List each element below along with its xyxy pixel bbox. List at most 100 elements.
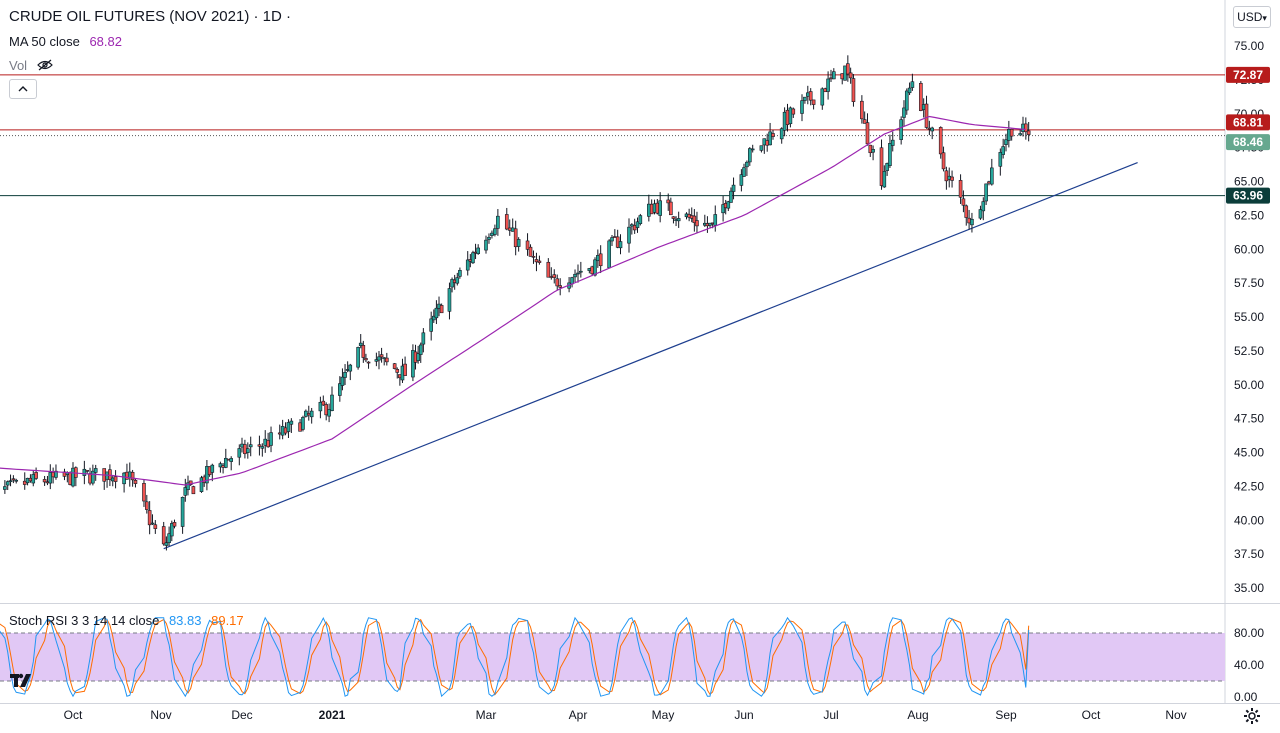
candle-body <box>504 214 509 230</box>
candle-body <box>692 215 697 224</box>
candle-body <box>1009 128 1014 137</box>
candle-body <box>919 82 923 111</box>
time-axis-label: Nov <box>1165 708 1186 722</box>
candle-body <box>638 215 643 224</box>
candle-body <box>750 148 755 151</box>
candle-body <box>759 145 764 151</box>
candle-body <box>484 239 488 251</box>
candle-body <box>610 237 614 242</box>
currency-selector[interactable]: USD▾ <box>1233 6 1271 28</box>
candle-body <box>879 147 884 186</box>
candle-body <box>745 161 749 168</box>
vol-legend: Vol <box>9 58 53 74</box>
candle-body <box>742 167 746 177</box>
candle-body <box>868 144 873 154</box>
candle-body <box>528 246 533 257</box>
candle-body <box>450 279 454 288</box>
candle-body <box>950 176 954 181</box>
time-axis-label: May <box>652 708 675 722</box>
candle-body <box>289 420 294 425</box>
candle-body <box>811 99 816 105</box>
price-tick-label: 37.50 <box>1234 547 1264 561</box>
candle-body <box>248 444 253 448</box>
chart-title: CRUDE OIL FUTURES (NOV 2021) · 1D · <box>9 8 291 25</box>
candle-body <box>862 119 867 124</box>
candle-body <box>1024 123 1028 133</box>
candle-body <box>496 215 500 229</box>
candle-body <box>210 464 215 473</box>
price-tick-label: 52.50 <box>1234 344 1264 358</box>
rsi-title: Stoch RSI 3 3 14 14 close <box>9 613 160 628</box>
candle-body <box>658 200 662 216</box>
candle-body <box>385 357 389 363</box>
candle-body <box>286 422 291 432</box>
candle-body <box>309 410 314 418</box>
time-axis-label: Dec <box>231 708 252 722</box>
candle-body <box>1004 139 1008 145</box>
candle-body <box>11 478 16 481</box>
candle-body <box>280 426 285 436</box>
candle-body <box>54 470 58 478</box>
candle-body <box>726 201 731 209</box>
candle-body <box>218 463 223 468</box>
last-price-tag: 68.46 <box>1233 135 1263 149</box>
candle-body <box>534 259 539 263</box>
candle-body <box>713 214 718 226</box>
ma-value: 68.82 <box>89 34 122 49</box>
candle-body <box>318 401 323 412</box>
candle-body <box>579 270 583 273</box>
candle-body <box>243 444 247 455</box>
candle-body <box>805 92 810 97</box>
candle-body <box>31 474 36 484</box>
candle-body <box>970 218 974 226</box>
candle-body <box>465 259 470 271</box>
candle-body <box>421 332 426 345</box>
price-tick-label: 50.00 <box>1234 378 1264 392</box>
candle-body <box>5 481 10 486</box>
candle-body <box>785 109 790 125</box>
candle-body <box>990 167 994 185</box>
candle-body <box>266 440 270 448</box>
settings-gear-icon[interactable] <box>1242 706 1262 726</box>
candle-body <box>669 201 673 216</box>
candle-body <box>186 482 190 491</box>
candle-body <box>573 273 577 278</box>
time-axis-label: Oct <box>1082 708 1101 722</box>
candle-body <box>476 247 480 254</box>
candle-body <box>598 253 603 267</box>
candle-body <box>865 122 870 145</box>
candle-body <box>938 127 943 155</box>
candle-body <box>48 472 53 484</box>
candle-body <box>808 91 813 101</box>
candle-body <box>161 526 166 545</box>
candle-body <box>113 476 118 482</box>
candle-body <box>731 184 736 192</box>
candle-body <box>832 71 836 80</box>
candle-body <box>768 131 772 146</box>
resistance-price-tag: 72.87 <box>1233 68 1263 82</box>
candle-body <box>525 240 530 250</box>
time-axis-label: Jul <box>823 708 838 722</box>
candle-body <box>283 427 288 434</box>
time-axis-label: Aug <box>907 708 928 722</box>
candle-body <box>447 288 452 312</box>
candle-body <box>576 272 580 275</box>
candle-body <box>803 96 807 101</box>
candle-body <box>471 252 475 264</box>
currency-label: USD <box>1237 10 1263 24</box>
candle-body <box>199 477 204 492</box>
candle-body <box>170 523 174 537</box>
candle-body <box>1018 133 1022 136</box>
tradingview-logo[interactable] <box>8 668 38 692</box>
time-axis-label: Jun <box>734 708 753 722</box>
eye-hidden-icon[interactable] <box>36 59 53 74</box>
candle-body <box>133 480 138 484</box>
candle-body <box>439 305 444 314</box>
collapse-legend-button[interactable] <box>9 79 37 99</box>
candle-body <box>34 472 38 479</box>
symbol-title: CRUDE OIL FUTURES (NOV 2021) · 1D · <box>9 8 291 25</box>
candle-body <box>8 480 13 482</box>
candle-body <box>327 409 331 417</box>
